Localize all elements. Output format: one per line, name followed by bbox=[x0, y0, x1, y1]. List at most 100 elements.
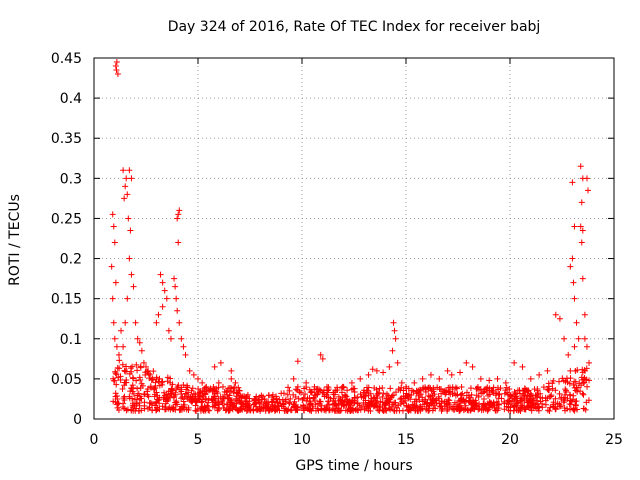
baseline-point bbox=[436, 400, 443, 407]
baseline-point bbox=[199, 403, 206, 410]
data-point bbox=[190, 371, 197, 378]
baseline-point bbox=[344, 387, 351, 394]
baseline-point bbox=[149, 407, 156, 414]
baseline-point bbox=[438, 390, 445, 397]
data-point bbox=[120, 343, 127, 350]
data-point bbox=[390, 319, 397, 326]
baseline-point bbox=[501, 398, 508, 405]
data-point bbox=[536, 371, 543, 378]
baseline-point bbox=[230, 387, 237, 394]
baseline-point bbox=[351, 385, 358, 392]
baseline-point bbox=[476, 405, 483, 412]
x-tick-label: 10 bbox=[293, 432, 311, 448]
baseline-point bbox=[580, 391, 587, 398]
y-tick-label: 0.45 bbox=[51, 51, 82, 67]
data-point bbox=[561, 335, 568, 342]
baseline-point bbox=[449, 386, 456, 393]
data-point bbox=[565, 351, 572, 358]
y-tick-label: 0.1 bbox=[60, 332, 82, 348]
baseline-point bbox=[162, 406, 169, 413]
baseline-point bbox=[580, 405, 587, 412]
baseline-point bbox=[434, 384, 441, 391]
baseline-point bbox=[354, 407, 361, 414]
baseline-point bbox=[314, 405, 321, 412]
data-point bbox=[123, 175, 130, 182]
baseline-point bbox=[366, 402, 373, 409]
baseline-point bbox=[474, 383, 481, 390]
y-tick-label: 0.3 bbox=[60, 171, 82, 187]
baseline-point bbox=[199, 406, 206, 413]
baseline-point bbox=[443, 398, 450, 405]
baseline-point bbox=[286, 400, 293, 407]
baseline-point bbox=[284, 391, 291, 398]
baseline-point bbox=[383, 407, 390, 414]
baseline-point bbox=[468, 400, 475, 407]
baseline-point bbox=[578, 382, 585, 389]
baseline-point bbox=[185, 391, 192, 398]
baseline-point bbox=[307, 398, 314, 405]
data-point bbox=[573, 319, 580, 326]
data-point bbox=[140, 359, 147, 366]
baseline-point bbox=[123, 376, 130, 383]
data-point bbox=[581, 311, 588, 318]
baseline-point bbox=[184, 384, 191, 391]
baseline-point bbox=[511, 396, 518, 403]
data-point bbox=[211, 363, 218, 370]
baseline-point bbox=[435, 393, 442, 400]
baseline-point bbox=[178, 390, 185, 397]
baseline-point bbox=[516, 406, 523, 413]
baseline-point bbox=[280, 401, 287, 408]
baseline-point bbox=[212, 399, 219, 406]
baseline-point bbox=[478, 390, 485, 397]
baseline-point bbox=[184, 395, 191, 402]
baseline-point bbox=[546, 407, 553, 414]
data-point bbox=[108, 263, 115, 270]
baseline-point bbox=[287, 407, 294, 414]
data-point bbox=[319, 355, 326, 362]
baseline-point bbox=[563, 375, 570, 382]
baseline-point bbox=[226, 385, 233, 392]
baseline-point bbox=[323, 391, 330, 398]
baseline-point bbox=[451, 390, 458, 397]
baseline-point bbox=[330, 405, 337, 412]
baseline-point bbox=[314, 385, 321, 392]
baseline-point bbox=[537, 394, 544, 401]
data-point bbox=[244, 391, 251, 398]
baseline-point bbox=[524, 403, 531, 410]
data-point bbox=[163, 295, 170, 302]
baseline-point bbox=[570, 405, 577, 412]
ticks-layer: 0 5 10 15 20 25 0 0.05 0.1 0.15 0.2 0.25 0.3 0.35 0.4 0… bbox=[51, 51, 623, 448]
baseline-point bbox=[506, 397, 513, 404]
baseline-point bbox=[572, 378, 579, 385]
baseline-point bbox=[223, 389, 230, 396]
data-point bbox=[175, 211, 182, 218]
baseline-point bbox=[133, 400, 140, 407]
baseline-point bbox=[514, 387, 521, 394]
data-point bbox=[175, 239, 182, 246]
baseline-point bbox=[265, 401, 272, 408]
baseline-point bbox=[238, 399, 245, 406]
data-point bbox=[269, 391, 276, 398]
baseline-point bbox=[260, 404, 267, 411]
baseline-point bbox=[560, 399, 567, 406]
data-point bbox=[176, 207, 183, 214]
baseline-point bbox=[113, 371, 120, 378]
baseline-point bbox=[297, 389, 304, 396]
baseline-point bbox=[513, 401, 520, 408]
baseline-point bbox=[314, 391, 321, 398]
baseline-point bbox=[172, 389, 179, 396]
data-point bbox=[567, 263, 574, 270]
data-point bbox=[436, 375, 443, 382]
data-point bbox=[145, 367, 152, 374]
data-point bbox=[290, 375, 297, 382]
data-point bbox=[127, 227, 134, 234]
baseline-point bbox=[330, 391, 337, 398]
baseline-point bbox=[155, 378, 162, 385]
baseline-point bbox=[482, 406, 489, 413]
baseline-point bbox=[117, 376, 124, 383]
baseline-point bbox=[581, 376, 588, 383]
data-point bbox=[577, 163, 584, 170]
data-point bbox=[224, 387, 231, 394]
baseline-point bbox=[112, 393, 119, 400]
